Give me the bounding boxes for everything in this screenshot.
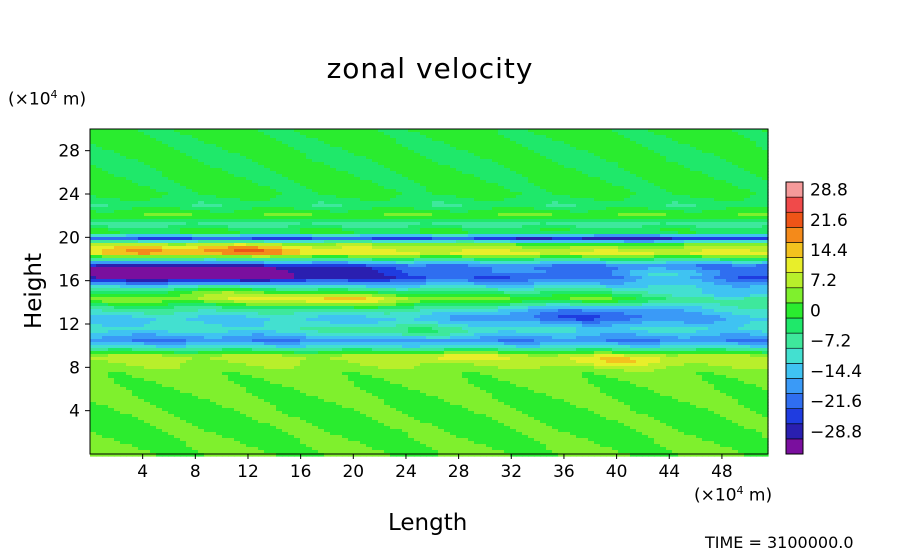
colorbar-label: 21.6 (810, 211, 848, 231)
colorbar-label: 7.2 (810, 271, 837, 291)
x-tick-label: 8 (190, 462, 201, 482)
colorbar-label: −7.2 (810, 332, 851, 352)
colorbar-swatch (786, 333, 803, 348)
x-tick-label: 4 (137, 462, 148, 482)
colorbar-swatch (786, 303, 803, 318)
colorbar-swatch (786, 258, 803, 273)
colorbar-swatch (786, 439, 803, 454)
colorbar-swatch (786, 378, 803, 393)
colorbar-swatch (786, 273, 803, 288)
colorbar (786, 182, 803, 454)
y-tick-label: 28 (58, 142, 80, 162)
x-tick-label: 16 (290, 462, 312, 482)
colorbar-swatch (786, 424, 803, 439)
colorbar-label: 28.8 (810, 181, 848, 201)
y-tick-label: 20 (58, 228, 80, 248)
y-tick-label: 12 (58, 315, 80, 335)
x-tick-label: 32 (500, 462, 522, 482)
colorbar-label: −21.6 (810, 392, 862, 412)
colorbar-swatch (786, 409, 803, 424)
colorbar-swatch (786, 227, 803, 242)
heatmap-field (90, 129, 769, 457)
x-tick-label: 48 (711, 462, 733, 482)
x-tick-label: 20 (342, 462, 364, 482)
x-axis-label: Length (388, 510, 467, 536)
x-tick-label: 24 (395, 462, 417, 482)
x-axis-unit: (×104 m) (694, 484, 772, 506)
x-tick-label: 28 (448, 462, 470, 482)
x-tick-label: 40 (606, 462, 628, 482)
colorbar-swatch (786, 197, 803, 212)
colorbar-label: 0 (810, 301, 821, 321)
colorbar-label: 14.4 (810, 241, 848, 261)
colorbar-swatch (786, 318, 803, 333)
y-tick-label: 16 (58, 272, 80, 292)
y-tick-label: 8 (69, 358, 80, 378)
colorbar-label: −14.4 (810, 362, 862, 382)
colorbar-swatch (786, 394, 803, 409)
colorbar-swatch (786, 212, 803, 227)
y-axis-label: Height (21, 253, 47, 329)
y-tick-label: 24 (58, 185, 80, 205)
colorbar-swatch (786, 242, 803, 257)
colorbar-swatch (786, 363, 803, 378)
y-tick-label: 4 (69, 402, 80, 422)
colorbar-swatch (786, 182, 803, 197)
y-axis-ticks: 4 8 12 16 20 24 28 (58, 142, 90, 422)
x-tick-label: 36 (553, 462, 575, 482)
colorbar-label: −28.8 (810, 422, 862, 442)
colorbar-swatch (786, 348, 803, 363)
time-label: TIME = 3100000.0 (705, 533, 854, 552)
x-tick-label: 44 (658, 462, 680, 482)
colorbar-swatch (786, 288, 803, 303)
x-tick-label: 12 (237, 462, 259, 482)
colorbar-labels: 28.8 21.6 14.4 7.2 0 −7.2 −14.4 −21.6 −28.8 (810, 181, 862, 443)
